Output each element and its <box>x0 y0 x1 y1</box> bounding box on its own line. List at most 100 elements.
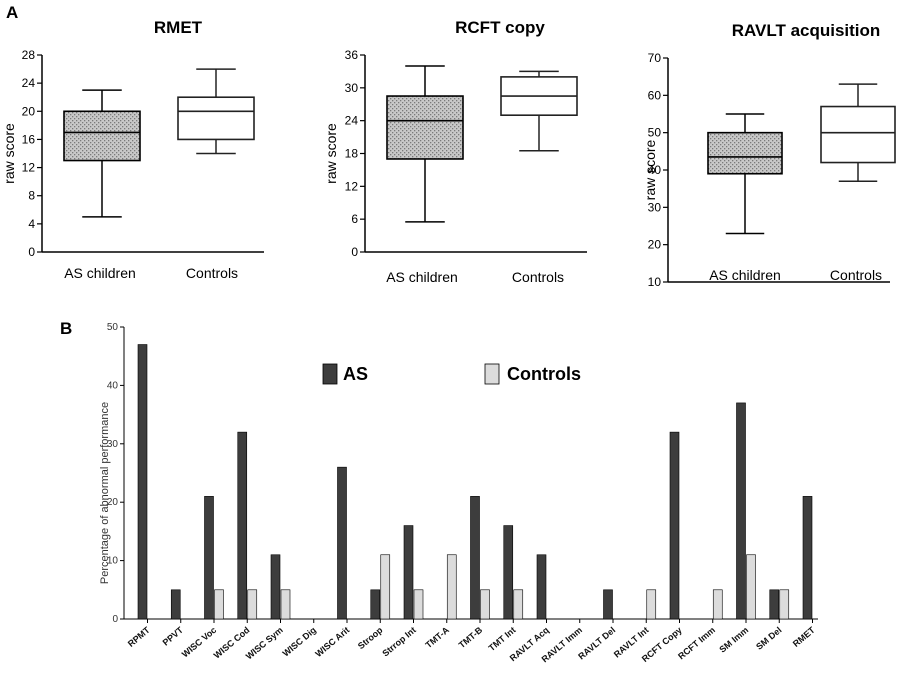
boxplot-2: RCFT copy raw score 0 6 12 18 24 30 36 AS childre… <box>323 18 587 285</box>
y-tick-label: 10 <box>648 275 662 289</box>
bar-group: RAVLT Del <box>576 589 617 662</box>
bar-controls <box>746 554 756 620</box>
legend-label: Controls <box>507 364 581 384</box>
bar-as <box>337 466 347 620</box>
bar-group: WISC Arit <box>313 466 351 659</box>
category-label: SM Del <box>754 625 783 652</box>
bar-group: RAVLT Imm <box>540 619 584 664</box>
y-axis-label: raw score <box>642 139 658 200</box>
bar-controls <box>513 589 524 620</box>
bar-as <box>370 589 381 620</box>
y-tick-label: 0 <box>112 614 118 625</box>
category-label: TMT Int <box>487 625 518 653</box>
y-tick-label: 30 <box>107 439 119 450</box>
legend-swatch <box>322 363 338 385</box>
box-iqr <box>707 131 783 175</box>
bar-group: SM Del <box>754 589 790 652</box>
legend-label: AS <box>343 364 368 384</box>
y-tick-label: 4 <box>28 217 35 231</box>
box-as-children <box>386 65 464 223</box>
bar-group: TMT-A <box>424 554 457 651</box>
y-tick-label: 0 <box>351 245 358 259</box>
y-tick-label: 30 <box>345 81 359 95</box>
category-label: PPVT <box>161 625 186 648</box>
y-tick-label: 12 <box>22 161 36 175</box>
bar-controls <box>280 589 291 620</box>
bar-group: TMT-B <box>457 496 490 650</box>
bar-group: Stroop <box>356 554 391 652</box>
legend-swatch <box>484 363 500 385</box>
y-tick-label: 12 <box>345 179 359 193</box>
boxplot-3: RAVLT acquisition raw score 10 20 30 40 50 60 70… <box>642 21 896 289</box>
bar-as <box>270 554 281 620</box>
y-tick-label: 36 <box>345 48 359 62</box>
chart-title: RMET <box>154 18 203 37</box>
bar-as <box>403 525 414 620</box>
y-tick-label: 28 <box>22 48 36 62</box>
bar-as <box>170 589 181 620</box>
bar-controls <box>646 589 657 620</box>
bar-group: SM Imm <box>717 402 756 655</box>
category-label: Strrop Int <box>380 625 417 659</box>
bar-as <box>137 344 148 620</box>
category-label: Controls <box>830 267 882 283</box>
y-tick-label: 16 <box>22 132 36 146</box>
y-tick-label: 20 <box>22 104 36 118</box>
category-label: AS children <box>386 269 458 285</box>
bar-group: WISC Dig <box>281 619 318 659</box>
category-label: RPMT <box>126 625 152 649</box>
legend-item-controls: Controls <box>484 363 581 385</box>
category-label: AS children <box>709 267 781 283</box>
category-label: SM Imm <box>717 625 750 655</box>
y-tick-label: 40 <box>648 163 662 177</box>
box-controls <box>820 83 896 182</box>
category-label: TMT-B <box>457 625 485 651</box>
y-tick-label: 30 <box>648 200 662 214</box>
category-label: RCFT Imm <box>676 625 717 662</box>
y-tick-label: 18 <box>345 147 359 161</box>
y-tick-label: 60 <box>648 88 662 102</box>
bar-group: RPMT <box>126 344 152 649</box>
y-tick-label: 50 <box>107 322 119 333</box>
bar-group: TMT Int <box>487 525 524 653</box>
legend: AS Controls <box>322 363 581 385</box>
category-label: RAVLT Del <box>576 625 617 662</box>
bar-as <box>470 496 480 620</box>
chart-title: RCFT copy <box>455 18 545 37</box>
bar-as <box>204 496 214 620</box>
box-controls <box>177 68 255 155</box>
bar-as <box>769 589 780 620</box>
bar-as <box>536 554 547 620</box>
category-label: Controls <box>186 265 238 281</box>
bar-as <box>503 525 514 620</box>
category-label: WISC Arit <box>313 625 351 659</box>
category-label: Controls <box>512 269 564 285</box>
y-tick-label: 6 <box>351 212 358 226</box>
bar-controls <box>380 554 391 620</box>
y-tick-label: 0 <box>28 245 35 259</box>
bar-as <box>736 402 746 620</box>
panel-label-b: B <box>60 319 72 338</box>
category-label: AS children <box>64 265 136 281</box>
bar-group: RCFT Imm <box>676 589 723 662</box>
y-axis-label: raw score <box>323 123 339 184</box>
bar-as <box>603 589 613 620</box>
y-tick-label: 8 <box>28 189 35 203</box>
category-label: TMT-A <box>424 625 452 651</box>
y-tick-label: 24 <box>22 76 36 90</box>
box-iqr <box>63 110 141 162</box>
box-iqr <box>386 95 464 160</box>
bar-group: WISC Voc <box>180 496 224 659</box>
y-tick-label: 40 <box>107 380 119 391</box>
y-tick-label: 20 <box>648 238 662 252</box>
bar-controls <box>779 589 790 620</box>
panel-label-a: A <box>6 3 18 22</box>
y-tick-label: 24 <box>345 114 359 128</box>
category-label: WISC Sym <box>244 625 285 662</box>
bar-group: WISC Cod <box>212 431 258 660</box>
y-tick-label: 70 <box>648 51 662 65</box>
bar-as <box>669 431 680 620</box>
category-label: Stroop <box>356 625 385 652</box>
bar-controls <box>413 589 424 620</box>
